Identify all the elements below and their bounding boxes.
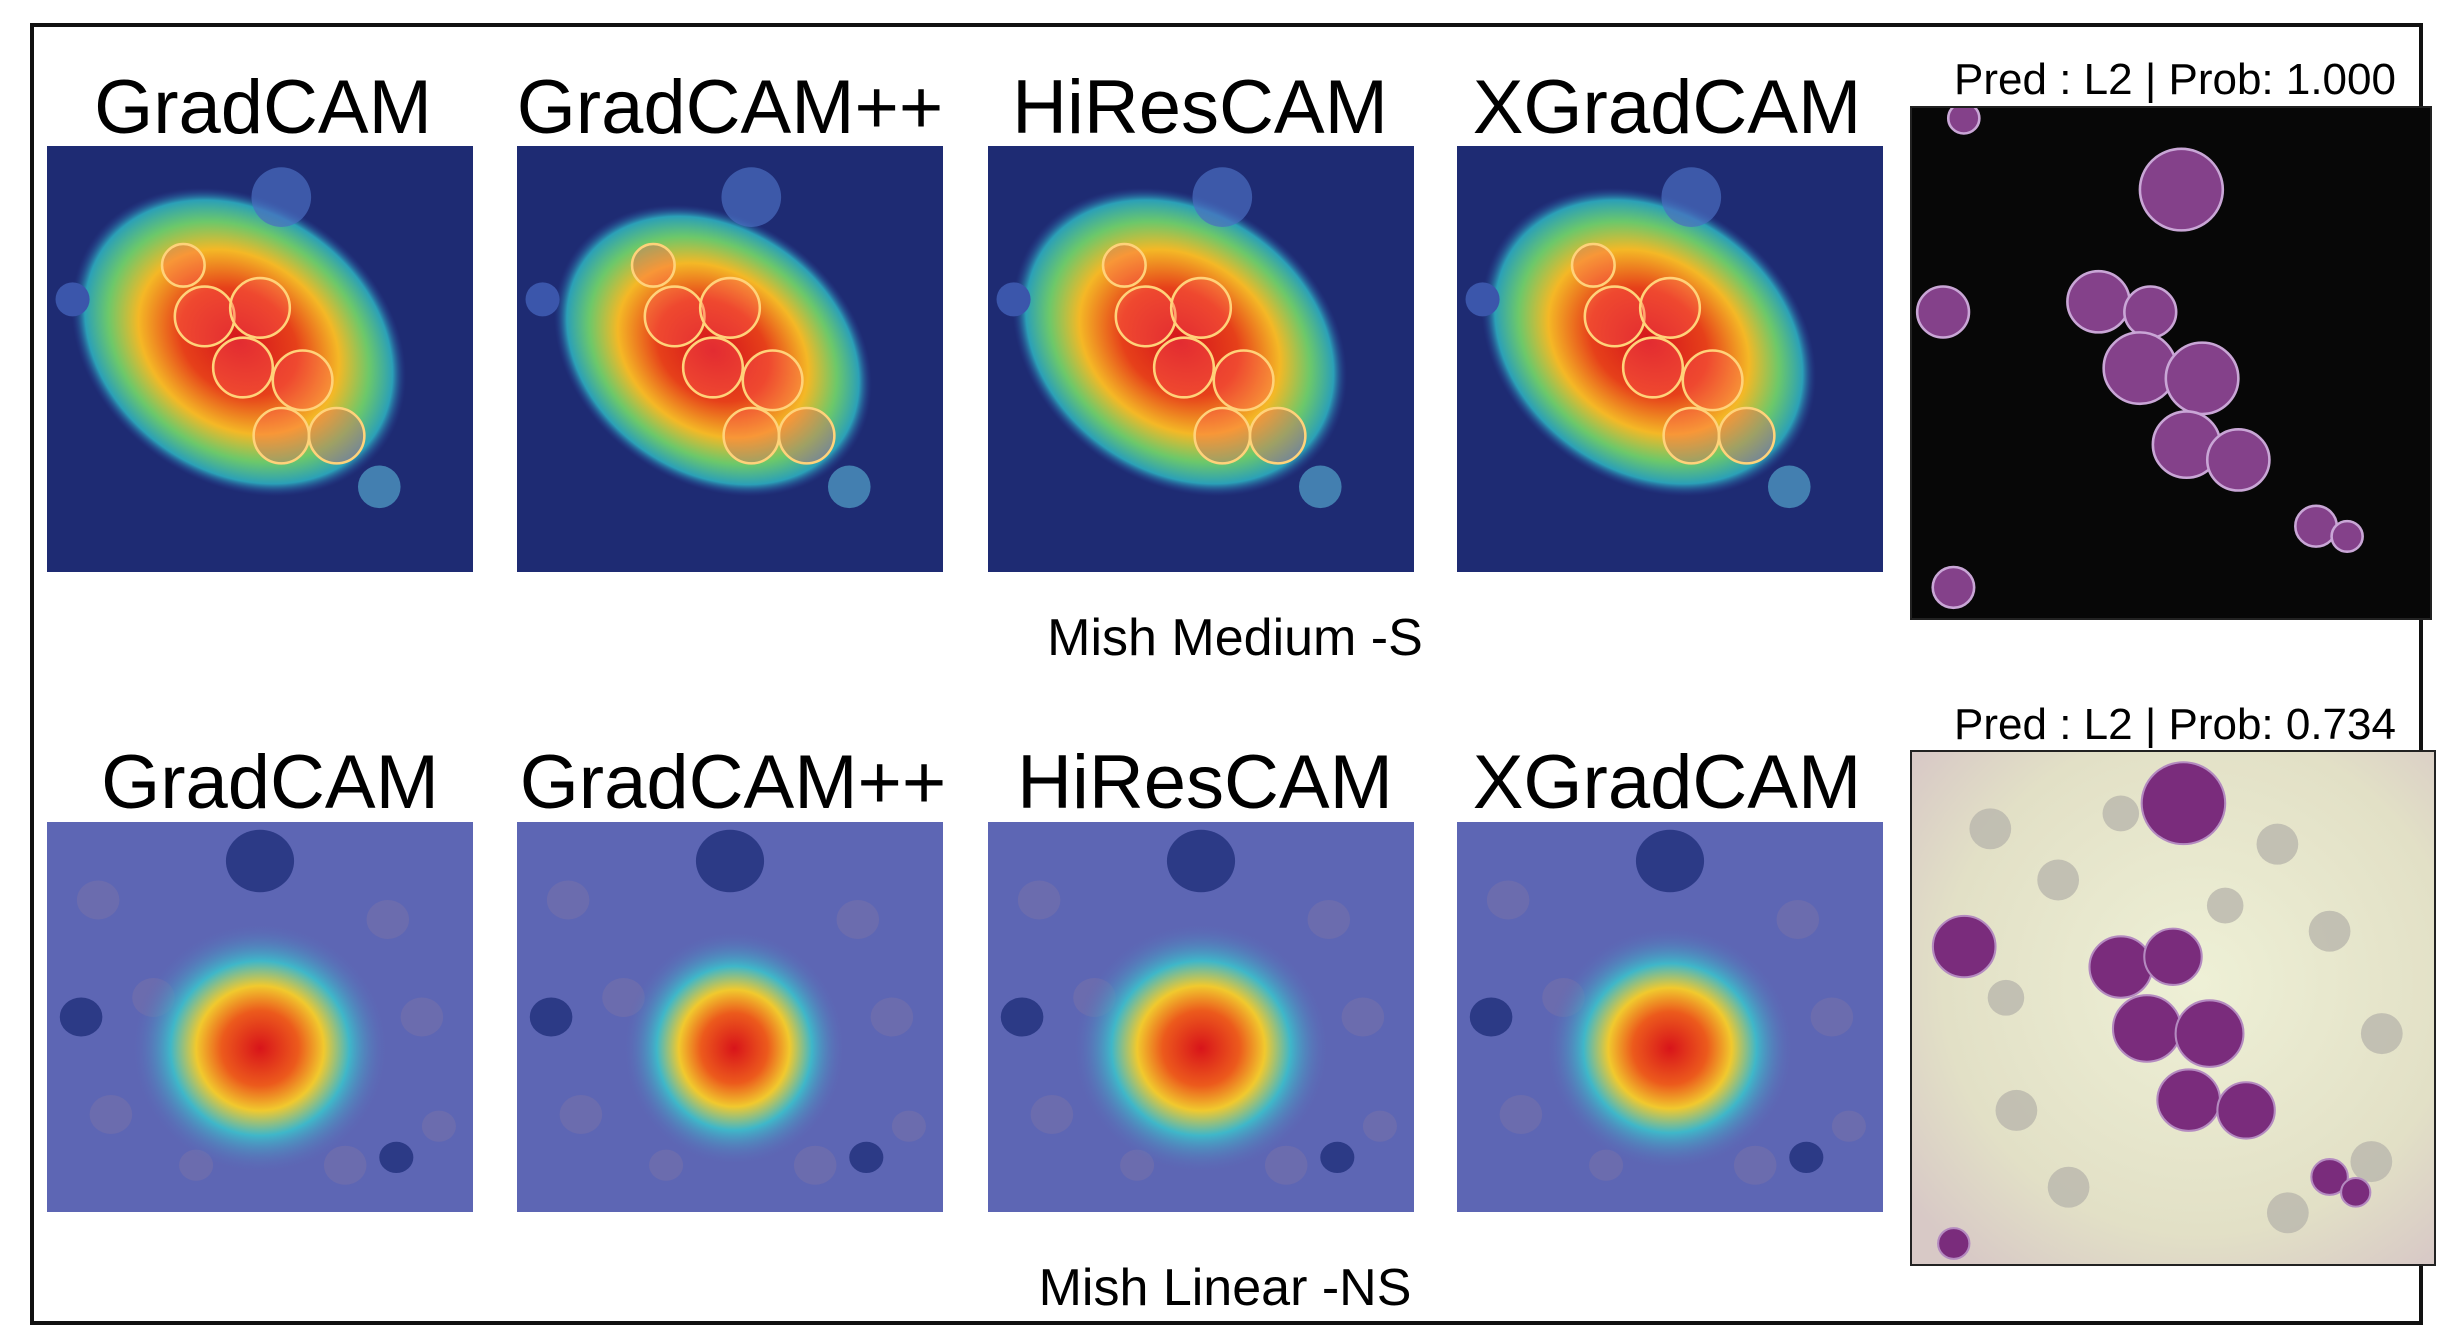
original-image-segmented	[1910, 106, 2432, 620]
heatmap-gradcampp-2	[517, 822, 943, 1212]
prediction-caption-1: Pred : L2 | Prob: 1.000	[1954, 55, 2396, 104]
heatmap-hirescam-1	[988, 146, 1414, 572]
method-title-gradcampp-2: GradCAM++	[519, 740, 947, 825]
original-image-smear	[1910, 750, 2436, 1266]
prediction-caption-2: Pred : L2 | Prob: 0.734	[1954, 700, 2396, 749]
row-caption-1: Mish Medium -S	[1047, 609, 1423, 667]
row-caption-2: Mish Linear -NS	[1038, 1259, 1412, 1317]
heatmap-xgradcam-2	[1457, 822, 1883, 1212]
method-title-gradcam-2: GradCAM	[101, 740, 439, 825]
heatmap-gradcampp-1	[517, 146, 943, 572]
heatmap-xgradcam-1	[1457, 146, 1883, 572]
heatmap-hirescam-2	[988, 822, 1414, 1212]
method-title-gradcam-1: GradCAM	[94, 65, 432, 150]
heatmap-gradcam-2	[47, 822, 473, 1212]
method-title-xgradcam-2: XGradCAM	[1472, 740, 1862, 825]
heatmap-gradcam-1	[47, 146, 473, 572]
method-title-hirescam-2: HiResCAM	[1017, 740, 1393, 825]
method-title-gradcampp-1: GradCAM++	[516, 65, 944, 150]
method-title-xgradcam-1: XGradCAM	[1472, 65, 1862, 150]
figure-frame	[30, 23, 2423, 1325]
method-title-hirescam-1: HiResCAM	[1012, 65, 1388, 150]
